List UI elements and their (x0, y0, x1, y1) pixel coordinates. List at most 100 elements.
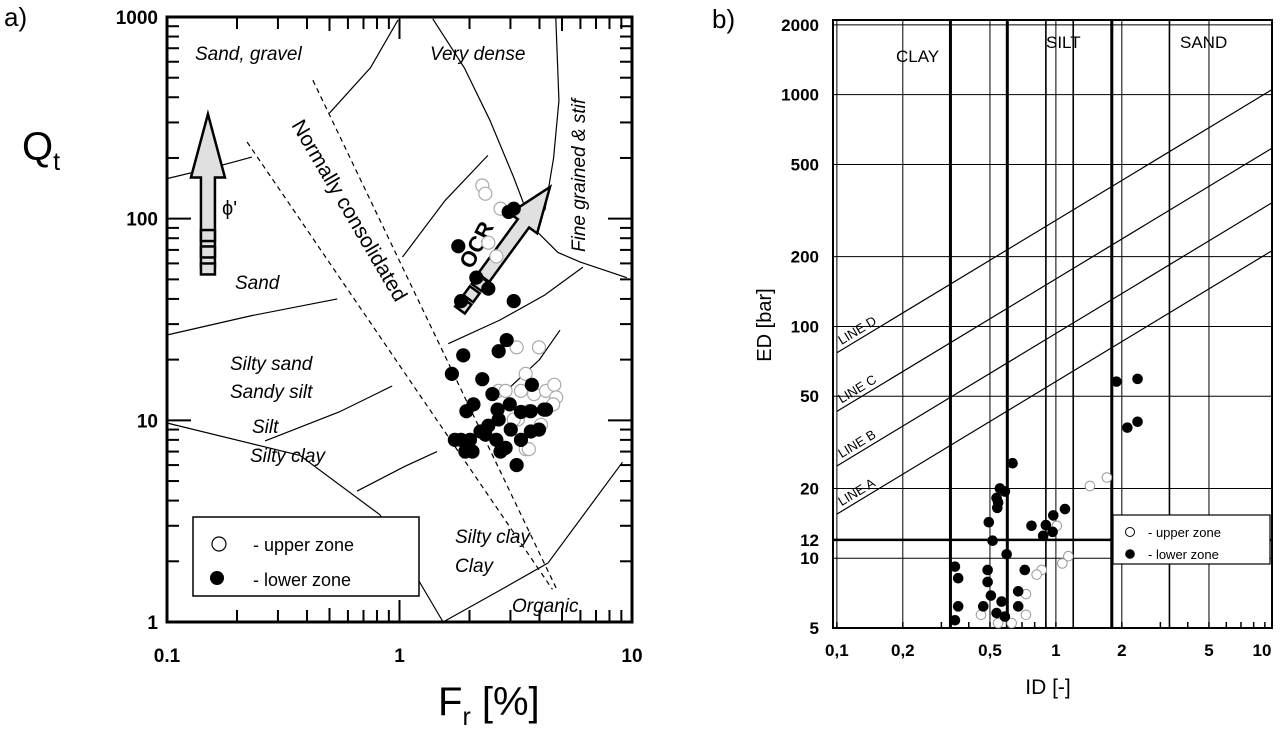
y-tick-label: 1000 (116, 8, 158, 29)
x-tick-label: 0,2 (891, 641, 915, 660)
lower-zone-point (444, 366, 459, 381)
x-tick-label: 10 (621, 646, 642, 667)
legend-label-upper: - upper zone (253, 535, 354, 555)
zone-label: Fine grained & stif (569, 97, 590, 252)
phi-arrow-square (199, 228, 217, 243)
phi-arrow-square (199, 245, 217, 259)
upper-zone-point (1084, 480, 1096, 492)
y-tick-label: 10 (800, 549, 819, 568)
lower-zone-point (451, 239, 466, 254)
lower-zone-point (1040, 519, 1052, 531)
upper-zone-point (531, 340, 547, 355)
upper-zone-point (498, 383, 513, 398)
lower-zone-point (1122, 422, 1133, 433)
legend-marker-lower (210, 571, 224, 585)
panel-label-a: a) (4, 2, 27, 32)
soil-zone-label: SILT (1046, 33, 1081, 52)
zone-boundary (402, 154, 489, 258)
lower-zone-point (1047, 510, 1059, 521)
lower-zone-point (1012, 601, 1024, 612)
y-axis-subscript: t (53, 148, 60, 176)
lower-zone-point (1012, 585, 1024, 597)
lower-zone-point (456, 348, 471, 363)
upper-zone-point (547, 377, 562, 392)
upper-zone-point (518, 366, 533, 381)
soil-zone-label: CLAY (896, 47, 939, 66)
upper-zone-point (1101, 472, 1113, 483)
zone-label: Sandy silt (230, 382, 313, 403)
lower-zone-point (531, 422, 547, 437)
lower-zone-point (491, 412, 506, 427)
y-tick-label: 100 (126, 210, 158, 231)
lower-zone-point (493, 444, 508, 459)
y-tick-label: 50 (800, 387, 819, 406)
upper-zone-point (1063, 550, 1074, 562)
line-label: LINE D (835, 313, 879, 348)
lower-zone-point (999, 611, 1011, 622)
lower-zone-point (509, 457, 524, 473)
y-axis-label: ED [bar] (754, 288, 776, 361)
lower-zone-point (952, 572, 964, 584)
line-line-c (836, 147, 1272, 412)
zone-boundary (356, 451, 438, 492)
zone-label: Sand (235, 273, 281, 294)
lower-zone-point (983, 516, 995, 528)
lower-zone-point (982, 564, 993, 576)
soil-zone-label: SAND (1180, 33, 1227, 52)
upper-zone-point (521, 442, 536, 457)
legend-marker-upper (211, 536, 227, 552)
y-tick-label: 1 (147, 613, 158, 634)
legend-label-lower: - lower zone (1148, 547, 1219, 562)
x-tick-label: 0,1 (825, 641, 849, 660)
legend: - upper zone - lower zone (1112, 514, 1271, 565)
line-line-b (836, 201, 1272, 467)
y-axis-label: Qt (22, 125, 60, 176)
chart-a-robertson: 0.1 1 10 1 10 100 1000 Sand, gravel Very dense Fi… (22, 8, 643, 731)
legend: - upper zone - lower zone (192, 516, 420, 597)
lower-zone-point (1001, 548, 1012, 560)
lower-zone-point (952, 601, 964, 612)
zone-boundary (166, 298, 338, 336)
upper-zone-point (489, 249, 504, 264)
upper-zone-point (1057, 558, 1068, 569)
x-tick-label: 2 (1117, 641, 1126, 660)
zone-label: ϕ' (222, 198, 237, 220)
upper-zone-point (478, 186, 493, 201)
x-tick-label: 1 (1051, 641, 1060, 660)
lower-zone-point (999, 486, 1011, 497)
lower-zone-point (1037, 530, 1049, 542)
y-tick-label: 12 (800, 531, 819, 550)
upper-zone-point (481, 235, 496, 250)
lower-zone-point (501, 204, 516, 220)
line-label: LINE C (835, 372, 879, 407)
lower-zone-point (469, 270, 484, 285)
lower-zone-point (491, 344, 506, 359)
lower-zone-point (499, 332, 514, 348)
zone-boundary (329, 19, 399, 114)
lower-zone-point (1132, 373, 1143, 385)
lower-zone-point (1111, 376, 1122, 387)
zone-label: Silty clay (250, 446, 326, 467)
lower-zone-point (1132, 416, 1143, 428)
y-tick-label: 10 (137, 411, 158, 432)
x-axis-label: ID [-] (1025, 676, 1071, 699)
line-label: LINE B (835, 427, 878, 461)
x-tick-label: 0.1 (154, 646, 181, 667)
legend-marker-upper (1125, 527, 1135, 537)
ocr-arrow-square (461, 284, 482, 304)
zone-boundary (432, 18, 628, 279)
zone-boundary (544, 16, 560, 211)
lower-zone-point (1019, 564, 1031, 576)
legend-marker-lower (1125, 549, 1135, 559)
y-tick-label: 1000 (781, 86, 819, 105)
lower-zone-point (503, 422, 518, 437)
lower-zone-point (475, 372, 490, 387)
x-tick-label: 5 (1204, 641, 1213, 660)
zone-label: Silty sand (230, 354, 314, 375)
upper-zone-point (513, 383, 529, 398)
lower-zone-point (485, 386, 500, 402)
y-tick-label: 100 (791, 317, 819, 336)
phi-arrow-square (199, 262, 217, 276)
legend-box (192, 516, 420, 597)
